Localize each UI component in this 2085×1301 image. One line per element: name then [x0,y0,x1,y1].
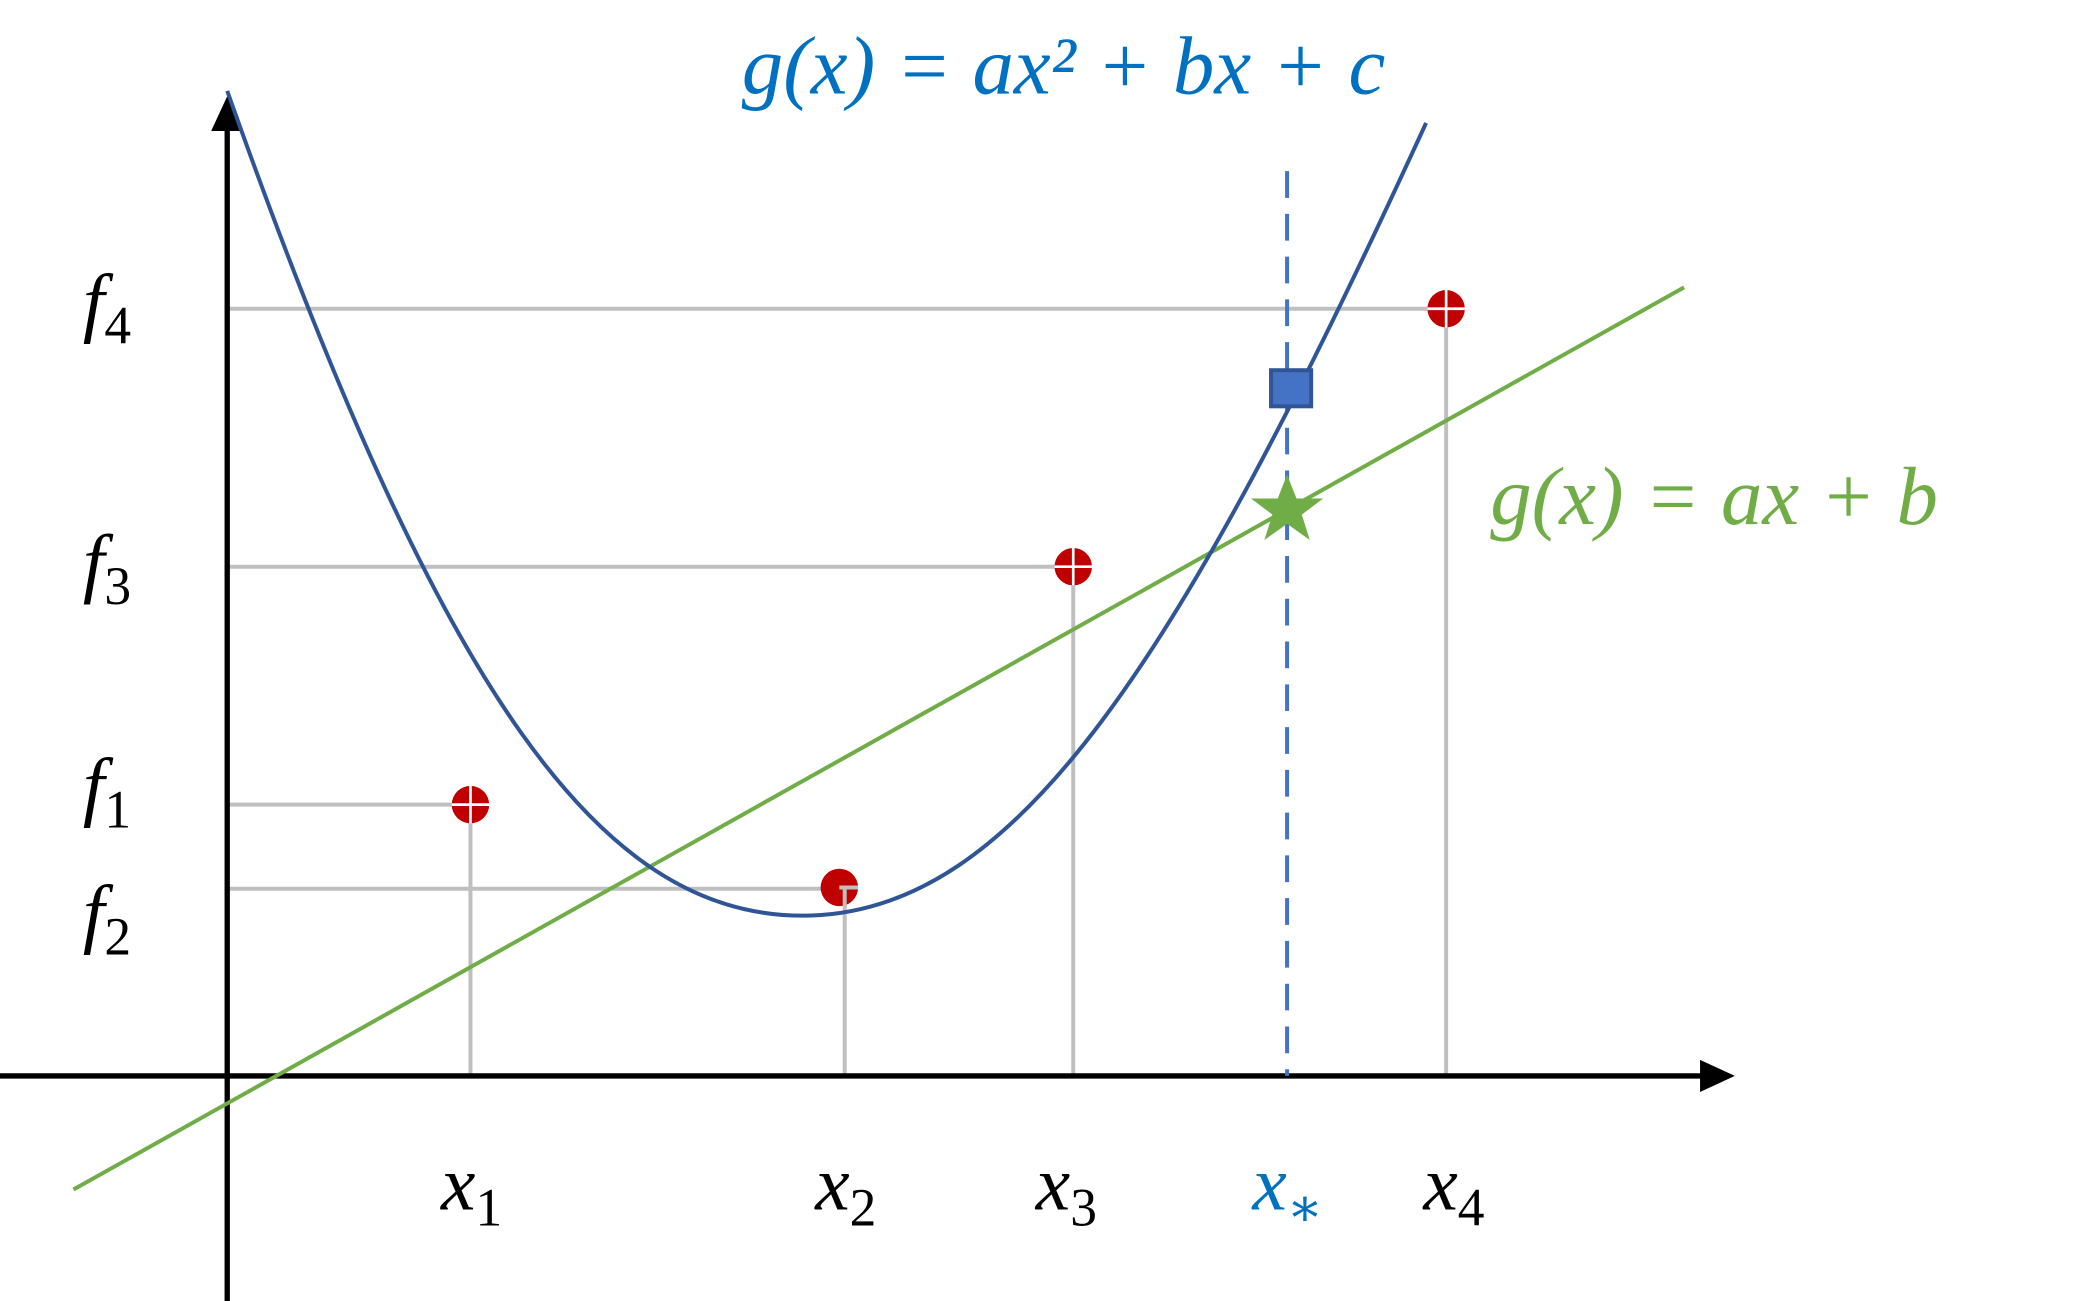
guides [227,306,1449,1076]
label-subscript: 4 [104,295,131,355]
quadratic-fit [225,90,1428,918]
linear-fit [72,285,1686,1192]
guide-f4 [227,306,1449,1076]
label-base: x [814,1141,849,1227]
label-base: x [1251,1141,1286,1227]
y-label: f1 [83,742,131,839]
y-label: f3 [83,519,131,616]
y-arrow [211,96,244,131]
quadratic-equation: g(x) = ax² + bx + c [742,20,1385,112]
label-subscript: 2 [850,1178,877,1238]
point [820,868,859,907]
label-subscript: 3 [1070,1178,1097,1238]
point [1427,290,1465,328]
y-label: f2 [83,869,131,966]
guide-f3 [227,564,1076,1076]
x-label: x1 [440,1141,502,1238]
x-label: x∗ [1251,1141,1323,1238]
label-base: x [440,1141,475,1227]
x-label: x2 [814,1141,876,1238]
point [1054,547,1092,586]
point [451,785,490,824]
label-subscript: ∗ [1287,1178,1323,1238]
y-label: f4 [83,258,131,355]
quadratic-minimum-marker [1269,368,1314,409]
x-arrow [1700,1059,1735,1092]
label-subscript: 1 [104,779,131,839]
guide-f2 [227,886,847,1076]
label-base: x [1035,1141,1070,1227]
label-base: x [1422,1141,1457,1227]
label-subscript: 3 [104,556,131,616]
x-label: x4 [1422,1141,1484,1238]
linear-equation: g(x) = ax + b [1490,450,1938,542]
points [451,290,1465,907]
label-subscript: 4 [1458,1178,1485,1238]
label-subscript: 1 [475,1178,502,1238]
label-subscript: 2 [104,906,131,966]
linear-marker [1251,474,1324,540]
x-label: x3 [1035,1141,1097,1238]
